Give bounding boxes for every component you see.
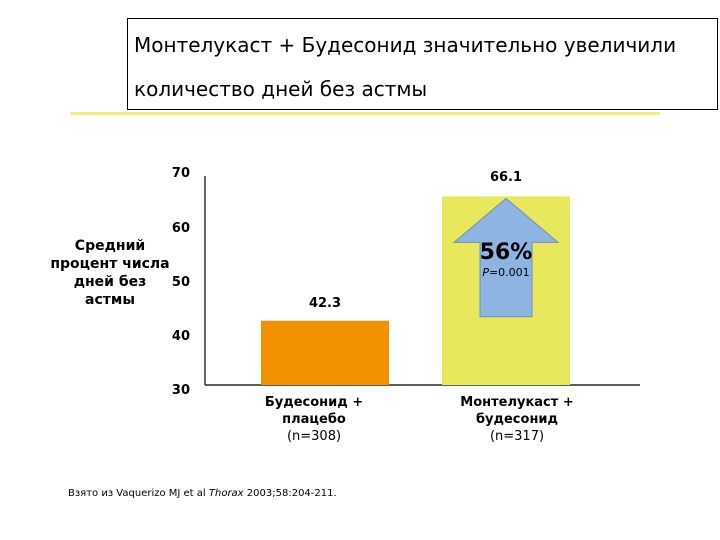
value-label-budesonide-placebo: 42.3 [308,295,342,311]
y-axis-label: Средний процент числа дней без астмы [50,238,170,308]
increase-arrow-icon [452,197,560,318]
increase-percent-label: 56% [479,240,533,266]
source-footnote: Взято из Vaquerizo MJ et al Thorax 2003;… [68,488,337,499]
title-bottom-rule [127,109,718,110]
value-label-montelukast-budesonide: 66.1 [489,170,523,186]
footnote-prefix: Взято из Vaquerizo MJ et al [68,488,209,499]
title-line-2: количество дней без астмы [134,77,428,101]
y-tick-40: 40 [171,329,190,344]
bar-budesonide-placebo [261,320,389,385]
p-value: =0.001 [488,266,530,280]
category-n: (n=317) [489,429,545,444]
y-tick-30: 30 [171,383,190,398]
y-tick-60: 60 [171,221,190,236]
category-n: (n=308) [286,429,342,444]
footnote-journal: Thorax [208,488,244,499]
category-name: Будесонид + плацебо [264,395,364,427]
footnote-suffix: 2003;58:204-211. [243,488,337,499]
title-line-1: Монтелукаст + Будесонид значительно увел… [134,33,677,57]
y-tick-70: 70 [171,166,190,181]
y-tick-50: 50 [171,275,190,290]
p-value-label: P=0.001 [456,266,556,279]
title-box: Монтелукаст + Будесонид значительно увел… [127,18,718,110]
category-montelukast-budesonide: Монтелукаст + будесонид (n=317) [442,394,592,445]
category-name: Монтелукаст + будесонид [460,395,574,427]
yellow-divider [70,112,660,115]
p-letter: P [482,266,489,280]
category-budesonide-placebo: Будесонид + плацебо (n=308) [239,394,389,445]
